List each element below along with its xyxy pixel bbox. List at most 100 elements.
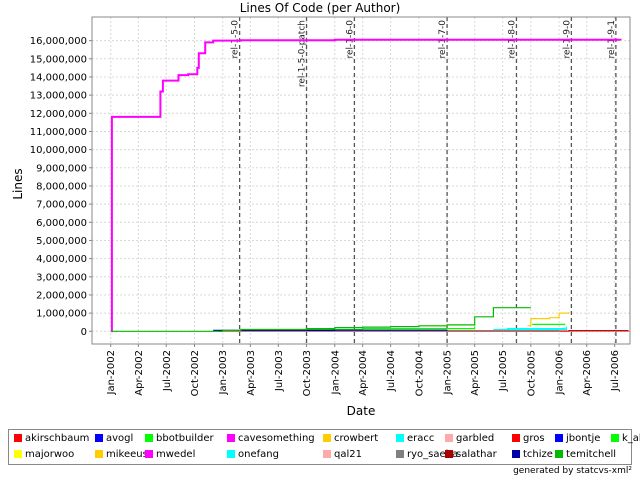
legend-label: temitchell: [566, 449, 617, 460]
legend-swatch: [14, 434, 22, 442]
y-axis-ticks: 0 1,000,000 2,000,000 3,000,000 4,000,000 5,0…: [30, 36, 92, 338]
legend-swatch: [396, 450, 404, 458]
y-tick-label: 10,000,000: [30, 145, 87, 156]
legend-label: bbotbuilder: [156, 433, 214, 444]
legend-label: mikeeusa: [106, 449, 154, 460]
series-line-k_ahlers: [306, 326, 476, 331]
legend-item: temitchell: [555, 449, 616, 460]
legend-swatch: [512, 434, 520, 442]
legend-label: crowbert: [334, 433, 379, 444]
legend-item: onefang: [227, 449, 279, 460]
x-tick-label: Jan-2006: [555, 350, 566, 395]
legend-item: bbotbuilder: [145, 433, 214, 444]
legend-item: ryo_saeba: [396, 449, 458, 460]
legend-label: jbontje: [566, 433, 601, 444]
legend-item: avogl: [95, 433, 133, 444]
legend-label: tchize: [523, 449, 553, 460]
legend-swatch: [323, 450, 331, 458]
x-tick-label: Oct-2003: [302, 350, 313, 396]
legend-label: akirschbaum: [25, 433, 90, 444]
legend-label: onefang: [238, 449, 279, 460]
series-line-eracc: [506, 327, 566, 330]
legend-swatch: [14, 450, 22, 458]
legend-swatch: [445, 434, 453, 442]
y-tick-label: 2,000,000: [36, 290, 87, 301]
y-tick-label: 3,000,000: [36, 272, 87, 283]
legend-label: gros: [523, 433, 545, 444]
x-tick-label: Jan-2004: [330, 350, 341, 395]
legend-swatch: [145, 434, 153, 442]
legend-swatch: [227, 450, 235, 458]
x-tick-label: Oct-2002: [190, 350, 201, 396]
y-tick-label: 1,000,000: [36, 309, 87, 320]
series-line-temitchell: [110, 307, 531, 332]
x-tick-label: Apr-2003: [246, 350, 257, 396]
legend-item: qal21: [323, 449, 362, 460]
x-tick-label: Apr-2005: [470, 350, 481, 396]
legend-item: cavesomething: [227, 433, 315, 444]
legend: akirschbaum avogl bbotbuilder cavesomething…: [8, 429, 640, 465]
legend-label: avogl: [106, 433, 134, 444]
legend-label: k_ahlers: [622, 433, 640, 444]
legend-item: eracc: [396, 433, 434, 444]
series-lines: [110, 38, 630, 333]
generated-by-footer: generated by statcvs-xml²: [513, 466, 632, 476]
legend-item: akirschbaum: [14, 433, 89, 444]
lines-of-code-chart: Lines Of Code (per Author) rel-1-5-0 rel-…: [11, 1, 631, 418]
y-tick-label: 0: [81, 327, 87, 338]
y-tick-label: 4,000,000: [36, 254, 87, 265]
legend-label: cavesomething: [238, 433, 315, 444]
y-tick-label: 8,000,000: [36, 181, 87, 192]
legend-swatch: [611, 434, 619, 442]
release-marker-label: rel-1-5-0-patch: [298, 20, 308, 87]
y-tick-label: 13,000,000: [30, 91, 87, 102]
x-tick-label: Oct-2004: [414, 350, 425, 396]
legend-item: majorwoo: [14, 449, 74, 460]
legend-item: k_ahlers: [611, 433, 640, 444]
chart-title: Lines Of Code (per Author): [240, 1, 401, 15]
legend-label: salathar: [456, 449, 497, 460]
y-tick-label: 14,000,000: [30, 72, 87, 83]
x-tick-label: Jul-2003: [274, 350, 285, 392]
y-tick-label: 6,000,000: [36, 218, 87, 229]
x-axis-label: Date: [347, 404, 376, 418]
legend-label: garbled: [456, 433, 495, 444]
x-tick-label: Apr-2002: [134, 350, 145, 396]
legend-label: eracc: [407, 433, 435, 444]
legend-item: mikeeusa: [95, 449, 154, 460]
legend-label: majorwoo: [25, 449, 75, 460]
legend-swatch: [227, 434, 235, 442]
legend-item: crowbert: [323, 433, 378, 444]
plot-area-border: [91, 16, 631, 345]
legend-swatch: [555, 450, 563, 458]
legend-swatch: [512, 450, 520, 458]
y-tick-label: 15,000,000: [30, 54, 87, 65]
x-tick-label: Jan-2003: [218, 350, 229, 395]
series-line-cavesomething: [110, 38, 622, 333]
y-tick-label: 7,000,000: [36, 200, 87, 211]
series-line-onefang: [493, 326, 568, 331]
legend-label: qal21: [334, 449, 362, 460]
x-tick-label: Jul-2002: [162, 350, 173, 392]
legend-swatch: [145, 450, 153, 458]
x-tick-label: Jan-2005: [443, 350, 454, 395]
x-tick-label: Jul-2004: [386, 350, 397, 392]
grid: [92, 17, 630, 344]
legend-swatch: [396, 434, 404, 442]
release-marker-label: rel-1-5-0: [231, 20, 241, 59]
x-tick-label: Apr-2004: [358, 350, 369, 396]
legend-item: garbled: [445, 433, 494, 444]
legend-label: ryo_saeba: [407, 449, 459, 460]
legend-swatch: [95, 450, 103, 458]
x-tick-label: Jan-2002: [106, 350, 117, 395]
y-tick-label: 5,000,000: [36, 236, 87, 247]
y-tick-label: 9,000,000: [36, 163, 87, 174]
legend-label: mwedel: [156, 449, 196, 460]
x-tick-label: Apr-2006: [582, 350, 593, 396]
legend-swatch: [555, 434, 563, 442]
x-tick-label: Jul-2005: [498, 350, 509, 392]
y-axis-label: Lines: [11, 168, 25, 199]
legend-swatch: [445, 450, 453, 458]
legend-swatch: [95, 434, 103, 442]
y-tick-label: 11,000,000: [30, 127, 87, 138]
